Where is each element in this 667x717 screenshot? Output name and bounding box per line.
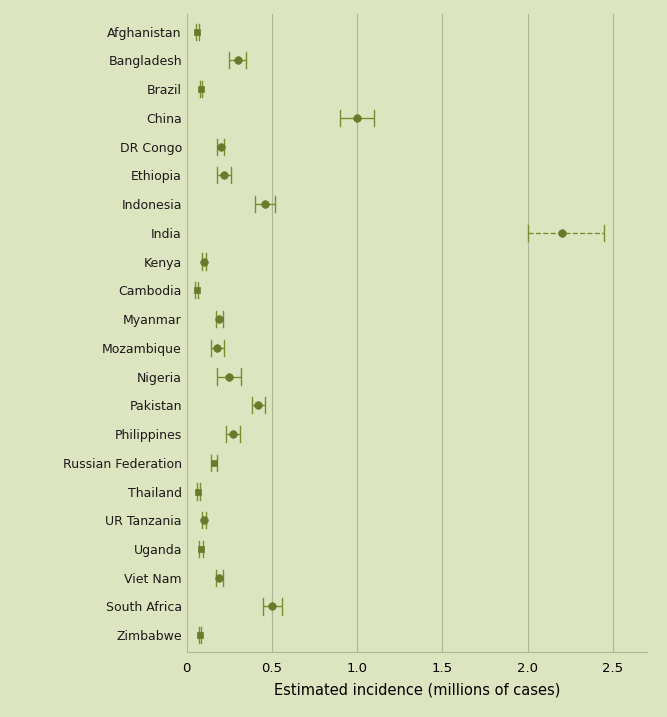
X-axis label: Estimated incidence (millions of cases): Estimated incidence (millions of cases) bbox=[273, 682, 560, 697]
